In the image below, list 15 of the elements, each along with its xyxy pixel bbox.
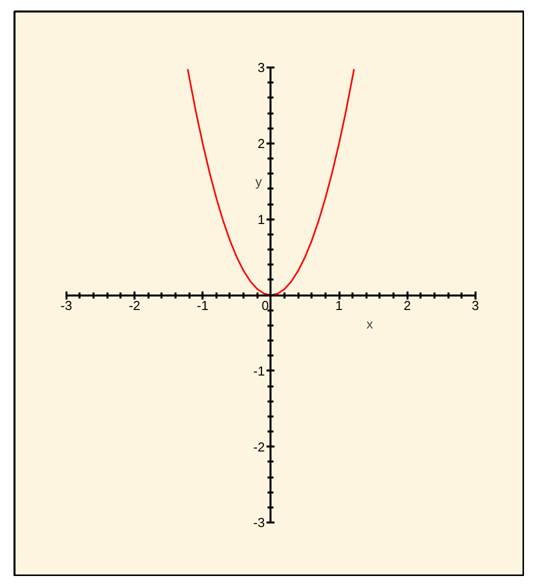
- y-tick-label: -2: [253, 439, 265, 454]
- x-tick-label: 1: [335, 298, 343, 314]
- x-tick-label: 2: [404, 298, 411, 314]
- y-tick-label: -3: [253, 515, 265, 530]
- x-tick-label: -3: [60, 298, 72, 314]
- x-tick-label: -1: [196, 298, 208, 314]
- x-tick-label: 3: [472, 298, 480, 314]
- y-tick-label: -1: [253, 363, 265, 378]
- x-axis-title: x: [366, 316, 374, 332]
- y-tick-label: 3: [258, 60, 265, 76]
- y-axis-title: y: [255, 174, 262, 189]
- x-tick-label: -2: [128, 298, 140, 314]
- y-tick-label: 1: [258, 212, 265, 227]
- x-tick-label: 0: [262, 298, 269, 314]
- y-tick-label: 2: [258, 136, 265, 151]
